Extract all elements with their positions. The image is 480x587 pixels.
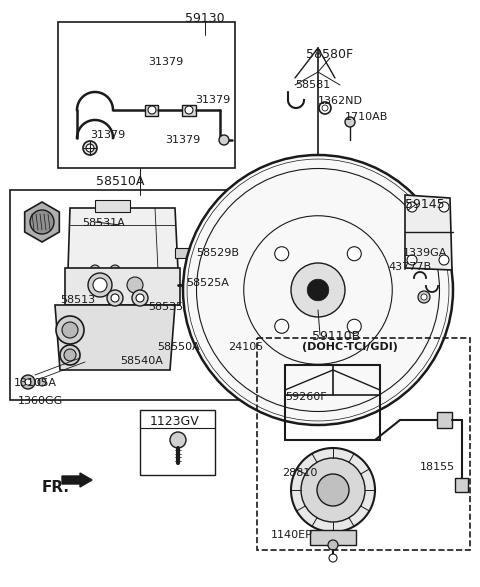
Text: 1140EP: 1140EP <box>271 530 313 540</box>
Circle shape <box>90 265 100 275</box>
Circle shape <box>301 458 365 522</box>
Circle shape <box>148 106 156 114</box>
Polygon shape <box>55 305 175 370</box>
Bar <box>182 280 196 290</box>
Circle shape <box>291 263 345 317</box>
Circle shape <box>64 349 76 361</box>
Circle shape <box>111 294 119 302</box>
Bar <box>198 278 215 292</box>
Text: 58580F: 58580F <box>306 48 354 61</box>
Circle shape <box>30 210 54 234</box>
Circle shape <box>347 247 361 261</box>
Bar <box>58 22 235 168</box>
Text: 28810: 28810 <box>282 468 317 478</box>
Circle shape <box>275 319 289 333</box>
Circle shape <box>60 345 80 365</box>
Bar <box>145 105 158 116</box>
Circle shape <box>56 316 84 344</box>
Bar <box>455 478 468 492</box>
Circle shape <box>86 144 94 152</box>
Circle shape <box>83 141 97 155</box>
Text: 59130: 59130 <box>185 12 225 25</box>
Circle shape <box>185 106 193 114</box>
Text: (DOHC-TCI/GDI): (DOHC-TCI/GDI) <box>302 342 398 352</box>
Circle shape <box>329 554 337 562</box>
Text: 1123GV: 1123GV <box>150 415 200 428</box>
Polygon shape <box>405 195 452 270</box>
Text: 24105: 24105 <box>228 342 263 352</box>
Circle shape <box>110 265 120 275</box>
Circle shape <box>418 291 430 303</box>
Circle shape <box>347 319 361 333</box>
Circle shape <box>136 294 144 302</box>
Circle shape <box>21 375 35 389</box>
Bar <box>140 410 215 475</box>
Bar <box>10 190 242 400</box>
Circle shape <box>319 102 331 114</box>
Text: 43777B: 43777B <box>388 262 431 272</box>
Text: 58550A: 58550A <box>157 342 200 352</box>
Polygon shape <box>24 202 60 242</box>
Text: 58581: 58581 <box>295 80 330 90</box>
FancyArrow shape <box>62 473 92 487</box>
Text: 59145: 59145 <box>405 198 444 211</box>
Circle shape <box>107 290 123 306</box>
Bar <box>182 105 196 116</box>
Text: 58513: 58513 <box>60 295 95 305</box>
Polygon shape <box>68 208 178 270</box>
Circle shape <box>62 322 78 338</box>
Bar <box>437 412 452 428</box>
Circle shape <box>322 105 328 111</box>
Bar <box>95 200 130 212</box>
Circle shape <box>439 255 449 265</box>
Circle shape <box>275 247 289 261</box>
Bar <box>257 338 470 550</box>
Text: 58529B: 58529B <box>196 248 239 258</box>
Text: 1362ND: 1362ND <box>318 96 363 106</box>
Text: 1310SA: 1310SA <box>14 378 57 388</box>
Text: 58540A: 58540A <box>120 356 163 366</box>
Text: 1360GG: 1360GG <box>18 396 63 406</box>
Text: 18155: 18155 <box>420 462 455 472</box>
Circle shape <box>183 155 453 425</box>
Ellipse shape <box>414 211 442 253</box>
Text: 31379: 31379 <box>90 130 125 140</box>
Circle shape <box>407 202 417 212</box>
Circle shape <box>407 255 417 265</box>
Circle shape <box>291 448 375 532</box>
Text: 58510A: 58510A <box>96 175 144 188</box>
Circle shape <box>307 279 329 301</box>
Circle shape <box>127 277 143 293</box>
Circle shape <box>317 474 349 506</box>
Circle shape <box>252 299 284 331</box>
Text: 59110B: 59110B <box>312 330 360 343</box>
Circle shape <box>170 432 186 448</box>
Text: 59260F: 59260F <box>285 392 326 402</box>
Text: 1339GA: 1339GA <box>403 248 447 258</box>
Text: 58535: 58535 <box>148 302 183 312</box>
Circle shape <box>38 378 46 386</box>
Circle shape <box>219 135 229 145</box>
Circle shape <box>88 273 112 297</box>
Circle shape <box>439 202 449 212</box>
Text: 31379: 31379 <box>165 135 200 145</box>
Circle shape <box>258 305 278 325</box>
Text: 58525A: 58525A <box>186 278 229 288</box>
Bar <box>310 530 356 545</box>
Polygon shape <box>65 268 180 305</box>
Bar <box>175 248 190 258</box>
Circle shape <box>25 379 31 385</box>
Text: FR.: FR. <box>42 480 70 495</box>
Text: 1710AB: 1710AB <box>345 112 388 122</box>
Text: 58531A: 58531A <box>82 218 125 228</box>
Bar <box>232 279 258 291</box>
Circle shape <box>345 117 355 127</box>
Circle shape <box>328 540 338 550</box>
Circle shape <box>421 294 427 300</box>
Circle shape <box>132 290 148 306</box>
Circle shape <box>93 278 107 292</box>
Text: 31379: 31379 <box>195 95 230 105</box>
Text: 31379: 31379 <box>148 57 183 67</box>
